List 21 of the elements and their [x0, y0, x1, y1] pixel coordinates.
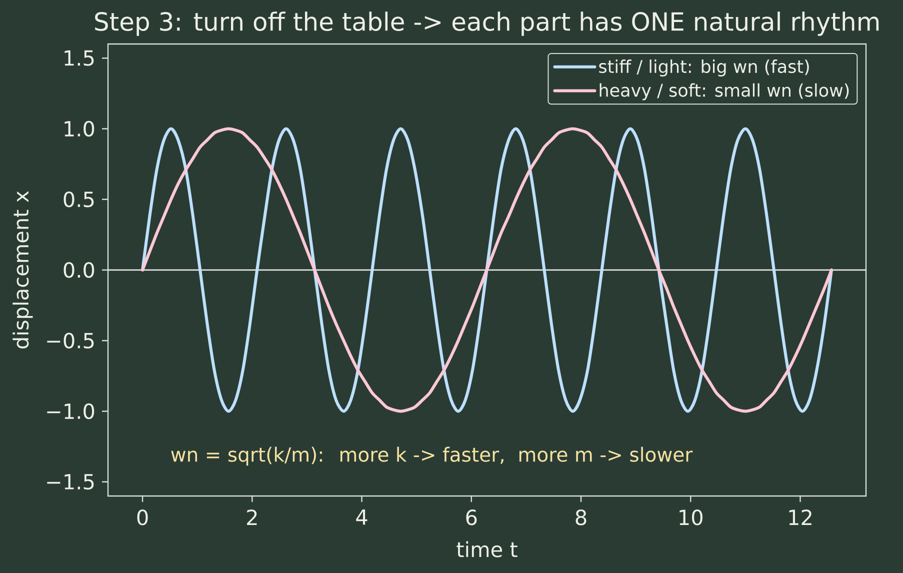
- x-tick-label: 2: [247, 510, 257, 525]
- y-axis-title: displacement x: [12, 191, 33, 348]
- annotation: wn = sqrt(k/m): more k -> faster, more m -> slower: [171, 446, 693, 466]
- x-tick-label: 0: [137, 510, 148, 526]
- y-tick-label: 1.0: [64, 120, 94, 137]
- legend-label: heavy / soft: small wn (slow): [600, 83, 849, 100]
- y-tick-label: 0.5: [64, 192, 94, 208]
- y-tick-label: 0.0: [64, 262, 94, 278]
- x-tick-label: 6: [466, 510, 477, 526]
- x-axis-title: time t: [456, 541, 518, 558]
- line-series: [141, 127, 833, 413]
- x-tick-label: 8: [576, 510, 586, 526]
- chart-title: Step 3: turn off the table -> each part has ONE natural rhythm: [95, 12, 879, 36]
- x-tick-label: 4: [356, 510, 368, 525]
- y-tick-label: −1.5: [47, 474, 94, 490]
- x-tick-label: 12: [789, 510, 812, 525]
- x-tick-label: 10: [680, 510, 702, 526]
- legend-label: stiff / light: big wn (fast): [599, 60, 809, 76]
- y-tick-label: 1.5: [64, 50, 94, 66]
- y-tick-label: −0.5: [47, 332, 94, 348]
- y-tick-label: −1.0: [47, 403, 94, 420]
